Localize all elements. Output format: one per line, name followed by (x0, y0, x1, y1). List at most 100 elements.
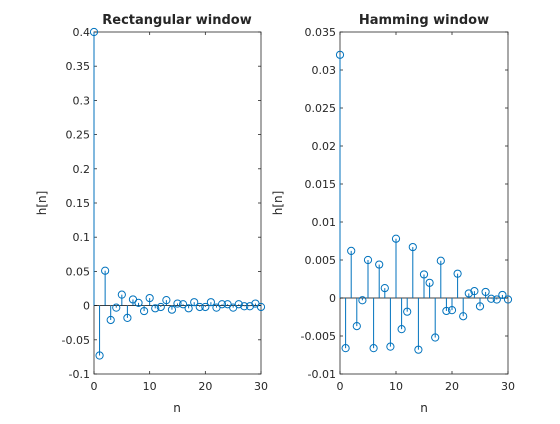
stem-marker (145, 293, 154, 303)
stem-marker (184, 304, 193, 313)
stem-marker (403, 307, 412, 316)
stem-marker (123, 313, 132, 323)
y-tick-label: 0.25 (66, 129, 91, 142)
chart-hamming-window: Hamming window n h[n] 0.035 0.03 0.025 0.02… (271, 13, 515, 415)
stem-marker (106, 315, 115, 325)
stem-marker (341, 344, 350, 353)
y-tick-label: -0.1 (69, 368, 90, 381)
stem-marker (162, 296, 171, 305)
stem-marker (140, 306, 149, 316)
stem-marker (134, 298, 143, 307)
stem-marker (369, 344, 378, 353)
y-tick-label: 0.015 (305, 178, 337, 191)
y-tick-label: 0.05 (66, 265, 91, 278)
x-axis-label: n (173, 401, 181, 415)
y-tick-label: -0.005 (301, 330, 336, 343)
x-tick-label: 20 (445, 380, 459, 393)
y-tick-label: -0.01 (308, 368, 336, 381)
stem-marker (397, 325, 406, 334)
stem-marker (419, 270, 429, 279)
stem-marker (206, 298, 215, 307)
stem-marker (358, 296, 367, 305)
y-tick-label: 0.005 (305, 254, 337, 267)
stem-marker (112, 303, 121, 312)
y-tick-label: 0.035 (305, 26, 337, 39)
stem-marker (347, 246, 356, 255)
stem-marker (178, 300, 188, 309)
x-tick-label: 10 (143, 380, 157, 393)
x-tick-label: 20 (198, 380, 212, 393)
y-tick-label: 0.15 (66, 197, 91, 210)
stem-marker (352, 322, 361, 331)
stem-marker (363, 255, 373, 265)
x-tick-label: 0 (337, 380, 344, 393)
chart-title: Rectangular window (102, 13, 251, 28)
y-tick-label: 0.3 (73, 94, 91, 107)
axes-box (93, 31, 262, 375)
stem-marker (173, 299, 182, 308)
stem-marker (503, 295, 513, 304)
y-axis-label: h[n] (35, 191, 49, 216)
stem-marker (436, 256, 445, 265)
stem-marker (459, 312, 468, 321)
stem-marker (408, 242, 417, 252)
x-tick-label: 10 (389, 380, 403, 393)
y-tick-label: 0.1 (73, 231, 91, 244)
axes: 0.40.350.30.250.20.150.10.050-0.05-0.10 1… (62, 26, 268, 393)
y-tick-label: 0.2 (73, 163, 91, 176)
x-tick-label: 0 (91, 380, 98, 393)
stem-marker (256, 302, 266, 312)
y-axis-label: h[n] (271, 191, 285, 216)
stem-marker (217, 300, 227, 309)
y-tick-label: 0 (329, 292, 336, 305)
stem-marker (167, 305, 177, 314)
stem-marker (380, 284, 389, 293)
y-tick-label: 0.02 (312, 140, 337, 153)
chart-rectangular-window: Rectangular window n h[n] 0.4 0.35 0.3 0.25… (35, 13, 268, 415)
y-tick-label: 0.35 (66, 60, 91, 73)
stem-marker (95, 351, 104, 360)
axes-box (339, 31, 509, 375)
stem-marker (101, 266, 110, 275)
stem-marker (240, 302, 249, 311)
y-tick-label: 0.01 (312, 216, 337, 229)
stem-series (89, 27, 266, 360)
stem-marker (487, 294, 496, 303)
stem-marker (201, 302, 210, 312)
stem-marker (335, 50, 345, 59)
x-axis-label: n (420, 401, 428, 415)
stem-marker (442, 306, 451, 316)
stem-marker (375, 260, 384, 269)
stem-marker (414, 345, 423, 354)
axes: 0.035 0.03 0.025 0.02 0.015 0.01 0.005 0 -0.005 -… (301, 26, 515, 393)
stem-marker (498, 290, 507, 300)
stem-marker (391, 234, 401, 243)
stem-marker (447, 306, 457, 315)
stem-marker (151, 304, 160, 313)
stem-marker (431, 333, 440, 342)
y-tick-label: -0.05 (62, 334, 90, 347)
stem-marker (470, 287, 479, 296)
stem-marker (386, 342, 395, 351)
x-tick-label: 30 (501, 380, 515, 393)
stem-marker (492, 295, 501, 304)
stem-marker (195, 302, 204, 312)
chart-title: Hamming window (359, 13, 489, 28)
stem-marker (234, 300, 243, 309)
stem-marker (190, 298, 199, 307)
stem-marker (453, 269, 462, 278)
stem-marker (89, 27, 99, 37)
y-tick-label: 0.4 (73, 26, 91, 39)
stem-series (335, 50, 513, 354)
stem-marker (481, 287, 490, 297)
stem-marker (156, 302, 165, 312)
x-tick-label: 30 (254, 380, 268, 393)
stem-marker (425, 278, 434, 287)
y-tick-label: 0 (83, 300, 90, 313)
stem-marker (464, 289, 473, 298)
stem-marker (117, 290, 126, 299)
y-tick-label: 0.03 (312, 64, 337, 77)
stem-marker (475, 302, 485, 311)
